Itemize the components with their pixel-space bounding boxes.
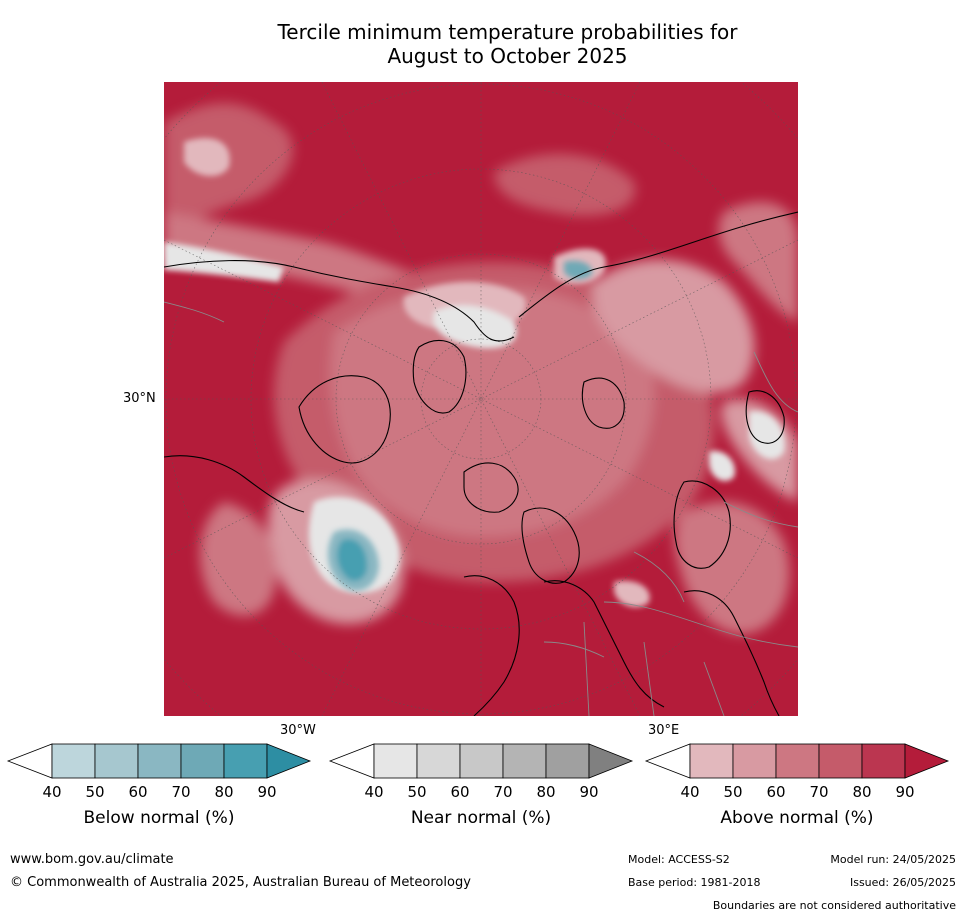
lon-label-30w: 30°W bbox=[280, 723, 316, 738]
cbar0-tick-40: 40 bbox=[42, 783, 62, 801]
cbar2-tick-60: 60 bbox=[766, 783, 786, 801]
copyright-text: © Commonwealth of Australia 2025, Austra… bbox=[10, 875, 471, 890]
country-borders bbox=[164, 301, 798, 716]
cbar2-tick-70: 70 bbox=[809, 783, 829, 801]
cbar2-seg-over bbox=[904, 743, 950, 779]
lon-label-30e: 30°E bbox=[648, 723, 680, 738]
model-name: Model: ACCESS-S2 bbox=[628, 853, 730, 866]
cbar1-tick-70: 70 bbox=[493, 783, 513, 801]
cbar2-label: Above normal (%) bbox=[720, 808, 874, 828]
cbar0-label: Below normal (%) bbox=[83, 808, 235, 828]
cbar0-seg-2 bbox=[94, 743, 139, 779]
cbar0-seg-over bbox=[266, 743, 312, 779]
title-line-2: August to October 2025 bbox=[387, 44, 628, 68]
cbar0-seg-3 bbox=[137, 743, 182, 779]
chart-title: Tercile minimum temperature probabilitie… bbox=[160, 20, 855, 68]
cbar1-seg-under bbox=[328, 743, 375, 779]
disclaimer: Boundaries are not considered authoritat… bbox=[712, 899, 956, 912]
cbar2-seg-under bbox=[644, 743, 691, 779]
cbar2-tick-50: 50 bbox=[723, 783, 743, 801]
polar-probability-map bbox=[164, 82, 798, 716]
cbar2-seg-4 bbox=[818, 743, 863, 779]
below-normal-zone bbox=[327, 260, 593, 591]
title-line-1: Tercile minimum temperature probabilitie… bbox=[277, 20, 738, 44]
cbar0-seg-under bbox=[6, 743, 53, 779]
cbar0-tick-50: 50 bbox=[85, 783, 105, 801]
model-run-date: Model run: 24/05/2025 bbox=[830, 853, 956, 866]
cbar0-seg-4 bbox=[180, 743, 225, 779]
cbar2-seg-5 bbox=[861, 743, 906, 779]
website-link[interactable]: www.bom.gov.au/climate bbox=[10, 852, 174, 867]
cbar2-tick-80: 80 bbox=[852, 783, 872, 801]
colorbar-below-normal-swatches bbox=[6, 743, 312, 779]
colorbar-below-normal bbox=[6, 742, 312, 780]
cbar1-label: Near normal (%) bbox=[410, 808, 552, 828]
colorbar-near-normal-swatches bbox=[328, 743, 634, 779]
cbar1-seg-2 bbox=[416, 743, 461, 779]
colorbar-above-normal bbox=[644, 742, 950, 780]
cbar2-tick-40: 40 bbox=[680, 783, 700, 801]
cbar2-seg-2 bbox=[732, 743, 777, 779]
cbar1-tick-60: 60 bbox=[450, 783, 470, 801]
colorbar-near-normal bbox=[328, 742, 634, 780]
cbar1-seg-over bbox=[588, 743, 634, 779]
cbar1-seg-4 bbox=[502, 743, 547, 779]
colorbar-above-normal-swatches bbox=[644, 743, 950, 779]
cbar1-seg-3 bbox=[459, 743, 504, 779]
lat-label-30n: 30°N bbox=[123, 391, 156, 406]
cbar0-tick-80: 80 bbox=[214, 783, 234, 801]
cbar1-tick-80: 80 bbox=[536, 783, 556, 801]
cbar1-tick-50: 50 bbox=[407, 783, 427, 801]
cbar0-tick-90: 90 bbox=[257, 783, 277, 801]
cbar2-seg-1 bbox=[689, 743, 734, 779]
cbar0-seg-5 bbox=[223, 743, 268, 779]
cbar0-seg-1 bbox=[51, 743, 96, 779]
cbar1-seg-5 bbox=[545, 743, 590, 779]
base-period: Base period: 1981-2018 bbox=[628, 876, 761, 889]
issued-date: Issued: 26/05/2025 bbox=[849, 876, 956, 889]
cbar0-tick-60: 60 bbox=[128, 783, 148, 801]
cbar1-seg-1 bbox=[373, 743, 418, 779]
cbar1-tick-90: 90 bbox=[579, 783, 599, 801]
cbar0-tick-70: 70 bbox=[171, 783, 191, 801]
coastlines bbox=[164, 211, 798, 716]
map-canvas bbox=[164, 82, 798, 716]
cbar1-tick-40: 40 bbox=[364, 783, 384, 801]
cbar2-seg-3 bbox=[775, 743, 820, 779]
cbar2-tick-90: 90 bbox=[895, 783, 915, 801]
